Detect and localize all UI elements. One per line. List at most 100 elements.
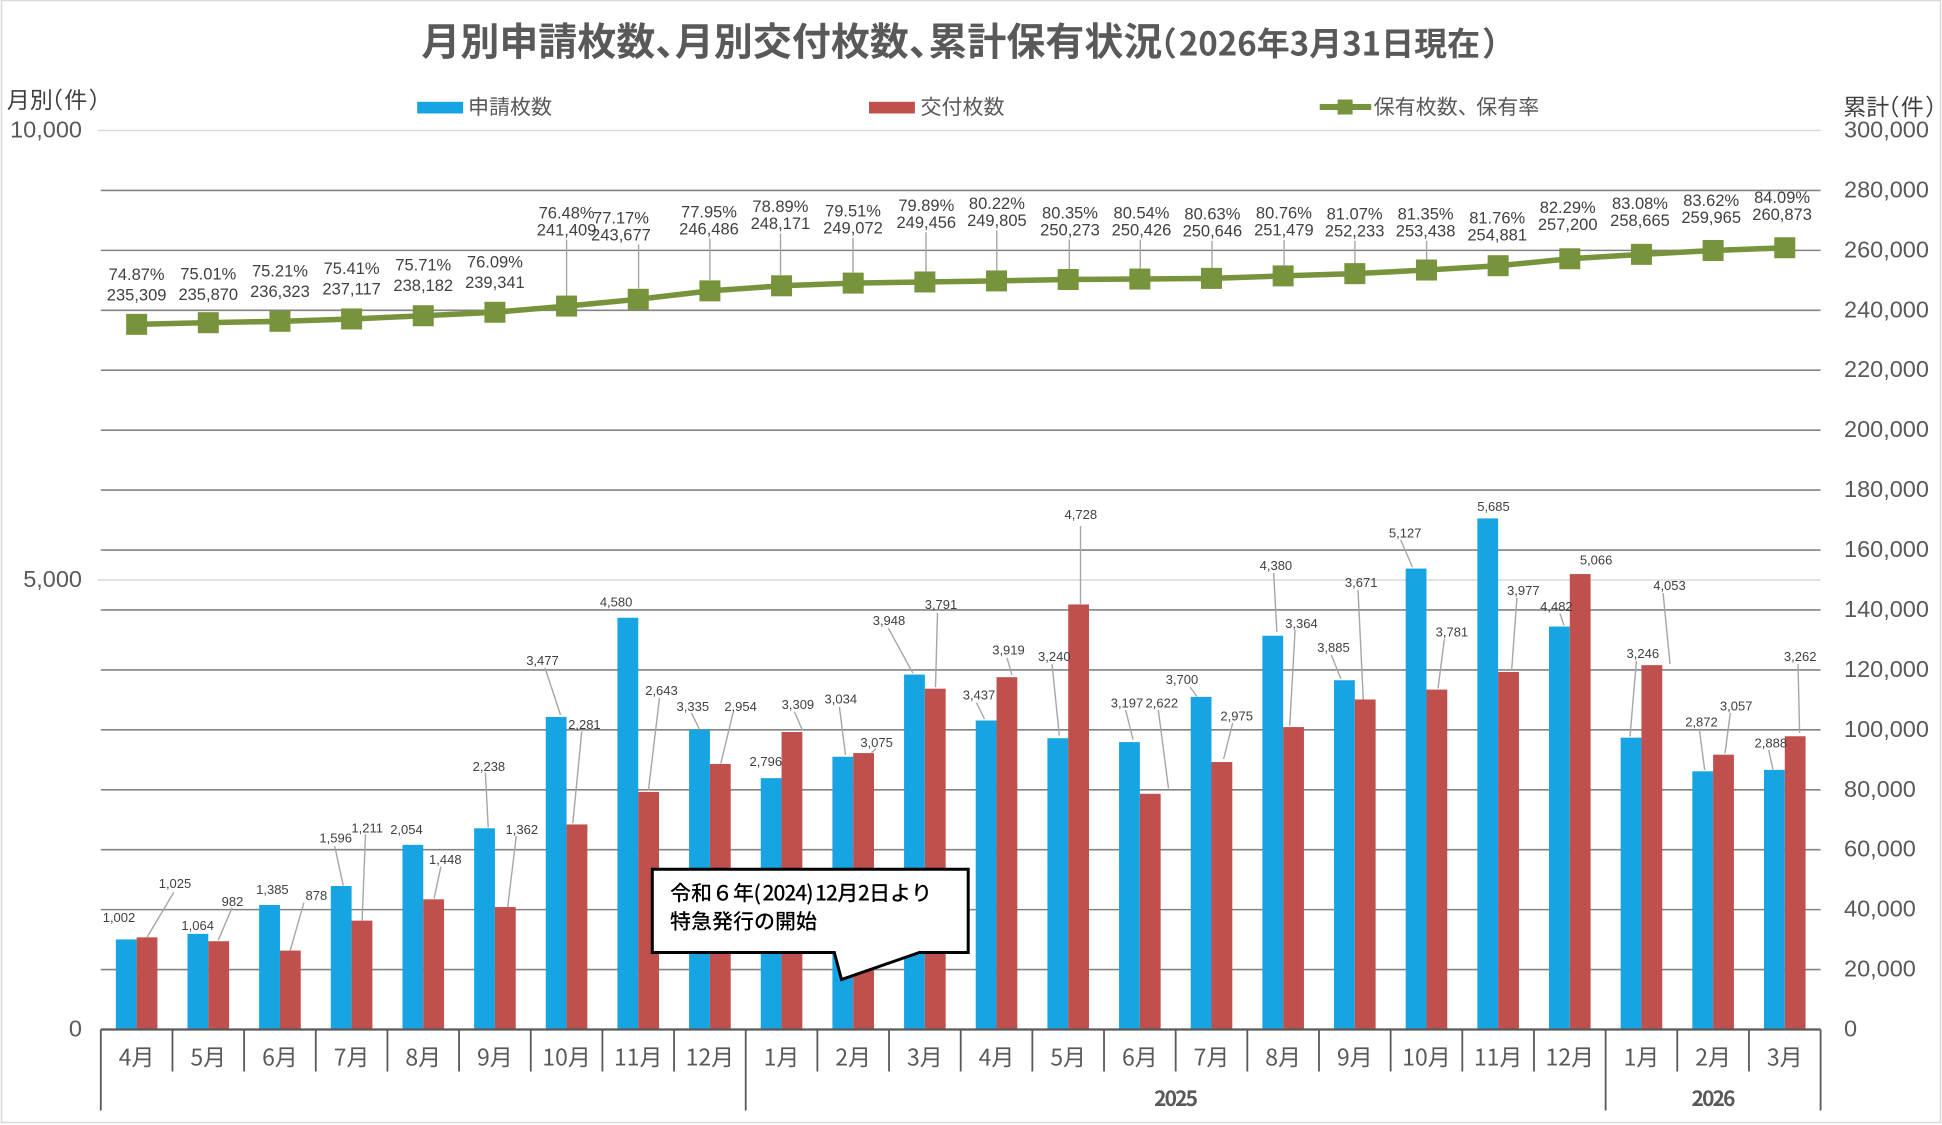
svg-text:1,025: 1,025 — [159, 876, 192, 891]
svg-text:240,000: 240,000 — [1844, 296, 1929, 322]
svg-text:238,182: 238,182 — [393, 277, 453, 295]
svg-text:237,117: 237,117 — [322, 281, 380, 299]
svg-text:3,977: 3,977 — [1507, 583, 1540, 598]
svg-text:75.41%: 75.41% — [324, 260, 380, 278]
svg-text:79.51%: 79.51% — [825, 203, 881, 221]
svg-text:259,965: 259,965 — [1681, 209, 1741, 227]
svg-text:81.35%: 81.35% — [1398, 206, 1454, 224]
svg-text:250,646: 250,646 — [1183, 223, 1243, 241]
svg-text:75.71%: 75.71% — [395, 257, 451, 275]
svg-text:3,246: 3,246 — [1627, 646, 1660, 661]
svg-text:2,796: 2,796 — [750, 754, 783, 769]
svg-text:258,665: 258,665 — [1610, 212, 1670, 230]
svg-text:3,034: 3,034 — [825, 692, 858, 707]
svg-text:3,309: 3,309 — [782, 697, 815, 712]
svg-text:3,700: 3,700 — [1166, 672, 1199, 687]
svg-text:1,362: 1,362 — [506, 822, 539, 837]
svg-text:253,438: 253,438 — [1396, 223, 1456, 241]
svg-text:10,000: 10,000 — [10, 117, 82, 143]
svg-text:220,000: 220,000 — [1844, 356, 1929, 382]
svg-text:2,281: 2,281 — [568, 717, 601, 732]
svg-text:3,948: 3,948 — [873, 613, 906, 628]
svg-text:80.22%: 80.22% — [969, 195, 1025, 213]
svg-text:81.07%: 81.07% — [1327, 206, 1383, 224]
svg-text:3,671: 3,671 — [1345, 575, 1378, 590]
svg-text:80.63%: 80.63% — [1184, 206, 1240, 224]
svg-text:80.54%: 80.54% — [1114, 204, 1170, 222]
svg-text:2,872: 2,872 — [1685, 715, 1718, 730]
svg-text:252,233: 252,233 — [1325, 223, 1385, 241]
svg-text:79.89%: 79.89% — [898, 197, 954, 215]
svg-text:160,000: 160,000 — [1844, 536, 1929, 562]
svg-text:140,000: 140,000 — [1844, 596, 1929, 622]
svg-text:40,000: 40,000 — [1844, 896, 1916, 922]
svg-text:1,596: 1,596 — [319, 831, 352, 846]
svg-text:3,364: 3,364 — [1285, 616, 1318, 631]
svg-text:74.87%: 74.87% — [109, 266, 165, 284]
svg-text:235,870: 235,870 — [178, 286, 238, 304]
svg-text:2,643: 2,643 — [645, 683, 678, 698]
svg-text:80.35%: 80.35% — [1042, 204, 1098, 222]
svg-text:83.08%: 83.08% — [1612, 195, 1668, 213]
svg-text:248,171: 248,171 — [751, 215, 811, 233]
svg-text:3,477: 3,477 — [526, 653, 559, 668]
svg-text:75.21%: 75.21% — [252, 262, 308, 280]
svg-text:100,000: 100,000 — [1844, 716, 1929, 742]
svg-text:249,072: 249,072 — [823, 220, 883, 238]
svg-text:236,323: 236,323 — [250, 283, 310, 301]
svg-text:250,273: 250,273 — [1040, 221, 1100, 239]
svg-text:250,426: 250,426 — [1112, 221, 1172, 239]
svg-text:1,385: 1,385 — [256, 882, 289, 897]
svg-text:257,200: 257,200 — [1538, 216, 1598, 234]
svg-text:2,954: 2,954 — [724, 699, 757, 714]
svg-text:2,622: 2,622 — [1146, 696, 1179, 711]
svg-text:80,000: 80,000 — [1844, 776, 1916, 802]
svg-text:5,066: 5,066 — [1580, 553, 1613, 568]
svg-text:5,000: 5,000 — [23, 566, 82, 592]
svg-text:78.89%: 78.89% — [752, 198, 808, 216]
svg-text:3,437: 3,437 — [963, 688, 996, 703]
svg-text:60,000: 60,000 — [1844, 836, 1916, 862]
svg-text:2,888: 2,888 — [1755, 736, 1788, 751]
svg-text:235,309: 235,309 — [107, 287, 167, 305]
svg-text:300,000: 300,000 — [1844, 117, 1929, 143]
svg-text:4,380: 4,380 — [1260, 558, 1293, 573]
svg-text:1,211: 1,211 — [351, 821, 383, 836]
svg-text:251,479: 251,479 — [1254, 222, 1314, 240]
svg-text:249,456: 249,456 — [896, 214, 956, 232]
svg-text:254,881: 254,881 — [1467, 226, 1527, 244]
svg-text:878: 878 — [306, 888, 328, 903]
svg-text:81.76%: 81.76% — [1469, 209, 1525, 227]
svg-text:3,919: 3,919 — [992, 643, 1025, 658]
svg-text:75.01%: 75.01% — [180, 265, 236, 283]
svg-text:5,685: 5,685 — [1477, 499, 1510, 514]
svg-text:260,873: 260,873 — [1752, 206, 1812, 224]
svg-text:4,482: 4,482 — [1540, 599, 1573, 614]
svg-text:76.09%: 76.09% — [467, 253, 523, 271]
svg-text:76.48%: 76.48% — [539, 204, 595, 222]
svg-text:20,000: 20,000 — [1844, 956, 1916, 982]
svg-text:80.76%: 80.76% — [1256, 205, 1312, 223]
svg-text:82.29%: 82.29% — [1540, 199, 1596, 217]
svg-text:3,885: 3,885 — [1317, 640, 1350, 655]
svg-text:1,448: 1,448 — [429, 852, 462, 867]
svg-text:1,002: 1,002 — [103, 910, 136, 925]
svg-text:239,341: 239,341 — [465, 274, 525, 292]
svg-text:280,000: 280,000 — [1844, 176, 1929, 202]
svg-text:3,262: 3,262 — [1784, 649, 1817, 664]
svg-text:241,409: 241,409 — [537, 221, 597, 239]
svg-text:83.62%: 83.62% — [1683, 192, 1739, 210]
svg-text:3,791: 3,791 — [925, 597, 958, 612]
svg-text:3,240: 3,240 — [1038, 649, 1071, 664]
svg-text:3,781: 3,781 — [1436, 625, 1469, 640]
svg-text:1,064: 1,064 — [181, 918, 214, 933]
svg-text:120,000: 120,000 — [1844, 656, 1929, 682]
svg-text:2,975: 2,975 — [1220, 709, 1253, 724]
svg-text:200,000: 200,000 — [1844, 416, 1929, 442]
svg-text:3,057: 3,057 — [1720, 699, 1753, 714]
svg-text:3,197: 3,197 — [1111, 696, 1144, 711]
svg-text:0: 0 — [69, 1016, 82, 1042]
svg-text:246,486: 246,486 — [679, 220, 739, 238]
svg-text:180,000: 180,000 — [1844, 476, 1929, 502]
svg-text:2,054: 2,054 — [390, 822, 423, 837]
